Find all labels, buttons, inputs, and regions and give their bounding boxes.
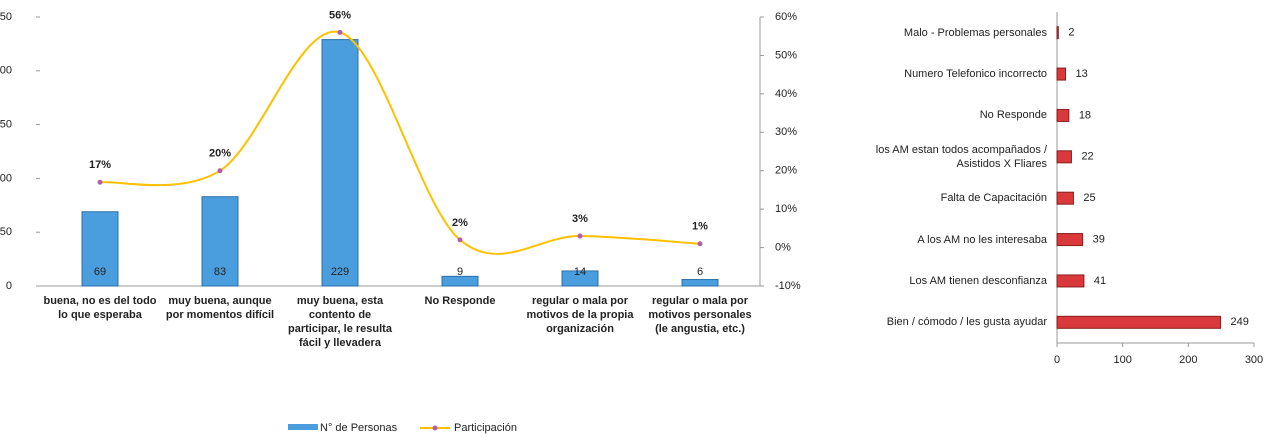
bar-value-label: 39	[1093, 233, 1105, 245]
bar	[201, 196, 239, 287]
x-tick-label: regular o mala por motivos de la propia …	[526, 295, 634, 335]
line	[99, 30, 701, 255]
bar-value-label: 69	[94, 266, 106, 278]
bar-value-label: 41	[1094, 275, 1106, 287]
y-tick-label: Falta de Capacitación	[940, 192, 1047, 205]
bar-value-label: 25	[1083, 192, 1095, 204]
bar	[681, 279, 719, 287]
bar	[321, 39, 359, 287]
x-tick-label: muy buena, esta contento de participar, …	[288, 295, 392, 349]
y-tick-label: Numero Telefonico incorrecto	[904, 68, 1047, 81]
y2-tick-label: 20%	[775, 165, 797, 177]
bar	[1056, 274, 1085, 288]
legend-swatch	[432, 425, 438, 431]
bar	[1056, 26, 1059, 40]
x-tick-label: No Responde	[424, 295, 496, 307]
y2-tick-label: 40%	[775, 88, 797, 100]
y2-tick-label: 60%	[775, 11, 797, 23]
line-marker	[217, 168, 223, 174]
line-value-label: 20%	[209, 148, 231, 160]
bar	[1056, 233, 1084, 247]
line-value-label: 17%	[89, 159, 111, 171]
line-value-label: 3%	[572, 213, 588, 225]
y2-tick-label: 10%	[775, 203, 797, 215]
y2-tick-label: 30%	[775, 126, 797, 138]
x-tick-label: 0	[1054, 354, 1060, 366]
y-tick-label: 100	[0, 172, 12, 184]
bar-value-label: 229	[331, 266, 349, 278]
y-tick-label: Los AM tienen desconfianza	[909, 274, 1047, 287]
y-tick-label: 150	[0, 119, 12, 131]
line-marker	[97, 179, 103, 185]
bar-value-label: 13	[1076, 68, 1088, 80]
bar	[1056, 67, 1067, 81]
bar-value-label: 14	[574, 266, 586, 278]
bar-value-label: 83	[214, 266, 226, 278]
y-tick-label: 0	[6, 280, 12, 292]
bar-value-label: 249	[1231, 316, 1249, 328]
bar-value-label: 22	[1081, 151, 1093, 163]
bar-value-label: 2	[1068, 27, 1074, 39]
y-tick-label: los AM estan todos acompañados / Asistid…	[875, 143, 1047, 170]
line-marker	[577, 233, 583, 239]
y-tick-label: 250	[0, 11, 12, 23]
y2-tick-label: -10%	[775, 280, 801, 292]
line-marker	[697, 241, 703, 247]
x-tick-label: muy buena, aunque por momentos difícil	[165, 295, 275, 321]
bar	[1056, 191, 1074, 205]
y-tick-label: 200	[0, 65, 12, 77]
y-tick-label: Malo - Problemas personales	[903, 26, 1047, 39]
bar	[1056, 315, 1222, 329]
bar	[1056, 150, 1072, 164]
legend-label: Participación	[454, 422, 517, 434]
bar-value-label: 18	[1079, 109, 1091, 121]
line-value-label: 56%	[329, 9, 351, 21]
y2-tick-label: 50%	[775, 49, 797, 61]
line-marker	[337, 29, 343, 35]
x-tick-label: 100	[1113, 354, 1131, 366]
x-tick-label: regular o mala por motivos personales (l…	[648, 295, 752, 335]
y-tick-label: 50	[0, 226, 12, 238]
bar	[1056, 108, 1070, 122]
bar	[561, 270, 599, 287]
y-tick-label: A los AM no les interesaba	[917, 233, 1047, 246]
bar	[81, 211, 119, 287]
y-tick-label: No Responde	[979, 109, 1047, 122]
bar-value-label: 9	[457, 266, 463, 278]
x-tick-label: 300	[1245, 354, 1263, 366]
y2-tick-label: 0%	[775, 241, 791, 253]
legend-label: N° de Personas	[320, 422, 398, 434]
line-value-label: 2%	[452, 217, 468, 229]
bar	[441, 275, 479, 287]
legend-swatch	[288, 424, 318, 430]
x-tick-label: 200	[1179, 354, 1197, 366]
y-tick-label: Bien / cómodo / les gusta ayudar	[886, 316, 1047, 329]
bar-value-label: 6	[697, 266, 703, 278]
line-value-label: 1%	[692, 221, 708, 233]
line-marker	[457, 237, 463, 243]
x-tick-label: buena, no es del todo lo que esperaba	[43, 295, 157, 321]
